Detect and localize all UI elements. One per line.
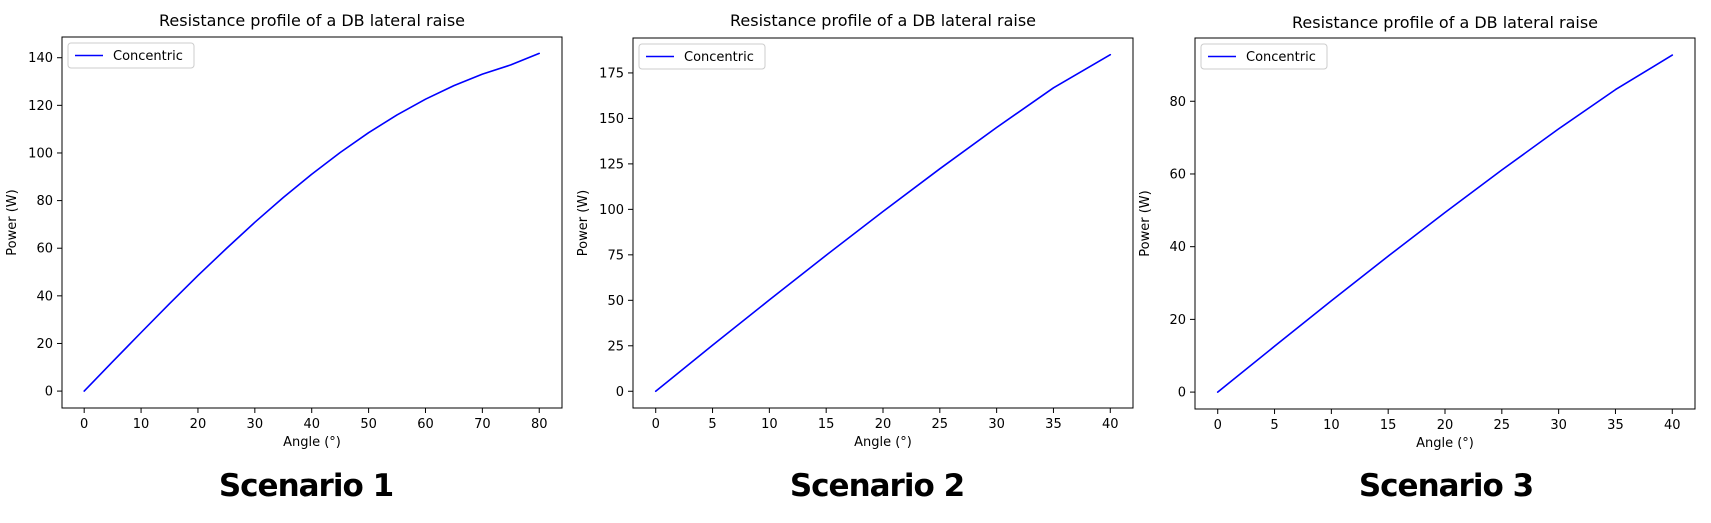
y-tick-label: 175	[599, 66, 624, 81]
x-tick-label: 35	[1607, 418, 1624, 433]
legend-box	[67, 42, 195, 69]
y-tick-label: 140	[28, 51, 53, 66]
x-axis-label: Angle (°)	[1416, 436, 1474, 451]
x-tick-label: 35	[1045, 417, 1062, 432]
y-tick-label: 75	[607, 248, 624, 263]
chart-title: Resistance profile of a DB lateral raise	[1292, 13, 1598, 32]
y-tick-label: 60	[36, 242, 53, 257]
scenario-label: Scenario 3	[1359, 468, 1533, 504]
legend-box	[1200, 43, 1328, 70]
legend: Concentric	[638, 43, 766, 70]
y-tick-label: 120	[28, 99, 53, 114]
x-axis-label: Angle (°)	[283, 435, 341, 450]
y-tick-label: 150	[599, 112, 624, 127]
scenario-label: Scenario 1	[219, 468, 393, 504]
y-tick-label: 0	[45, 385, 53, 400]
x-tick-label: 15	[1380, 418, 1397, 433]
x-tick-label: 30	[988, 417, 1005, 432]
chart-title: Resistance profile of a DB lateral raise	[159, 11, 465, 30]
y-tick-label: 50	[607, 294, 624, 309]
x-tick-label: 20	[875, 417, 892, 432]
y-tick-label: 0	[1178, 386, 1186, 401]
x-tick-label: 20	[190, 417, 207, 432]
y-tick-label: 25	[607, 339, 624, 354]
y-tick-label: 20	[36, 337, 53, 352]
x-tick-label: 40	[303, 417, 320, 432]
legend-label: Concentric	[113, 49, 183, 64]
y-tick-label: 40	[36, 289, 53, 304]
x-tick-label: 10	[133, 417, 150, 432]
y-axis-label: Power (W)	[576, 190, 591, 256]
y-tick-label: 60	[1169, 167, 1186, 182]
x-tick-label: 0	[1214, 418, 1222, 433]
legend: Concentric	[67, 42, 195, 69]
x-tick-label: 25	[932, 417, 949, 432]
series-line-concentric	[1216, 54, 1674, 393]
x-tick-label: 0	[652, 417, 660, 432]
legend-label: Concentric	[684, 50, 754, 65]
chart-panel-1: Resistance profile of a DB lateral raise…	[5, 11, 563, 504]
x-tick-label: 40	[1102, 417, 1119, 432]
y-tick-label: 100	[28, 146, 53, 161]
y-tick-label: 80	[1169, 95, 1186, 110]
chart-title: Resistance profile of a DB lateral raise	[730, 11, 1036, 30]
x-tick-label: 25	[1494, 418, 1511, 433]
x-tick-label: 15	[818, 417, 835, 432]
chart-panel-3: Resistance profile of a DB lateral raise…	[1138, 13, 1696, 504]
x-tick-label: 70	[474, 417, 491, 432]
x-tick-label: 30	[247, 417, 264, 432]
y-axis-label: Power (W)	[1138, 190, 1153, 256]
x-tick-label: 60	[417, 417, 434, 432]
y-tick-label: 125	[599, 157, 624, 172]
x-axis-label: Angle (°)	[854, 435, 912, 450]
y-tick-label: 100	[599, 203, 624, 218]
x-tick-label: 10	[761, 417, 778, 432]
y-axis-label: Power (W)	[5, 189, 20, 255]
series-line-concentric	[654, 53, 1112, 393]
legend-box	[638, 43, 766, 70]
plot-frame	[632, 37, 1134, 409]
x-tick-label: 5	[708, 417, 716, 432]
series-line-concentric	[83, 52, 541, 392]
x-tick-label: 5	[1270, 418, 1278, 433]
chart-panel-2: Resistance profile of a DB lateral raise…	[576, 11, 1134, 504]
legend: Concentric	[1200, 43, 1328, 70]
plot-frame	[61, 36, 563, 409]
y-tick-label: 0	[616, 385, 624, 400]
legend-label: Concentric	[1246, 50, 1316, 65]
x-tick-label: 50	[360, 417, 377, 432]
plot-frame	[1194, 37, 1696, 410]
y-tick-label: 80	[36, 194, 53, 209]
x-tick-label: 20	[1437, 418, 1454, 433]
x-tick-label: 10	[1323, 418, 1340, 433]
y-tick-label: 40	[1169, 240, 1186, 255]
y-tick-label: 20	[1169, 313, 1186, 328]
x-tick-label: 80	[531, 417, 548, 432]
scenario-label: Scenario 2	[790, 468, 964, 504]
x-tick-label: 0	[80, 417, 88, 432]
x-tick-label: 40	[1664, 418, 1681, 433]
x-tick-label: 30	[1550, 418, 1567, 433]
